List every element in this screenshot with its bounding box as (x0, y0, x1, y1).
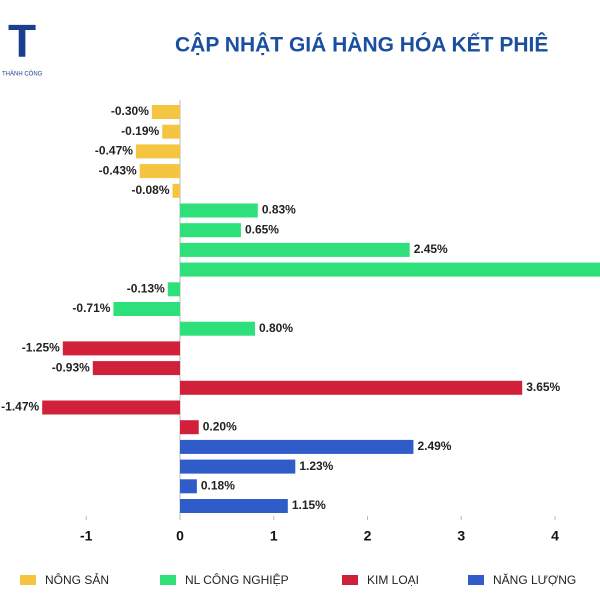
value-label: 3.65% (526, 380, 560, 394)
value-label: -0.43% (99, 163, 137, 177)
x-tick-label: 1 (270, 528, 278, 544)
value-label: -0.13% (127, 281, 165, 295)
bar (172, 183, 180, 198)
bar (180, 380, 523, 395)
logo-letter: T (8, 15, 36, 67)
value-label: -0.47% (95, 144, 133, 158)
value-label: 2.49% (417, 439, 451, 453)
bar (180, 262, 600, 277)
bar (180, 479, 197, 494)
bar (42, 400, 180, 415)
legend-label: KIM LOẠI (367, 573, 419, 587)
x-tick-label: -1 (80, 528, 93, 544)
legend-label: NÔNG SẢN (45, 572, 109, 587)
bar (62, 341, 180, 356)
legend-label: NL CÔNG NGHIỆP (185, 572, 289, 587)
bar (139, 164, 180, 179)
value-label: 1.15% (292, 498, 326, 512)
legend-label: NĂNG LƯỢNG (493, 572, 576, 587)
value-label: -0.19% (121, 124, 159, 138)
value-label: -1.47% (1, 400, 39, 414)
value-label: 0.80% (259, 321, 293, 335)
bar (180, 420, 199, 435)
value-label: 1.23% (299, 459, 333, 473)
x-tick-label: 3 (457, 528, 465, 544)
value-label: 0.65% (245, 222, 279, 236)
value-label: 0.18% (201, 478, 235, 492)
bar (151, 105, 180, 119)
value-label: -0.30% (111, 104, 149, 118)
value-label: 0.83% (262, 203, 296, 217)
value-label: 0.20% (203, 419, 237, 433)
chart-title: CẬP NHẬT GIÁ HÀNG HÓA KẾT PHIÊ (175, 33, 548, 57)
legend-swatch (160, 575, 176, 585)
value-label: -0.08% (131, 183, 169, 197)
bar (180, 499, 288, 513)
logo-tagline: THÀNH CÔNG (2, 71, 43, 78)
bar (180, 223, 241, 238)
value-label: -1.25% (22, 341, 60, 355)
x-tick-label: 4 (551, 528, 559, 544)
bar (113, 302, 180, 316)
legend-swatch (20, 575, 36, 585)
value-label: -0.93% (52, 360, 90, 374)
bar (92, 361, 180, 376)
bar (180, 459, 296, 474)
x-tick-label: 0 (176, 528, 184, 544)
bar (135, 144, 180, 159)
bar (180, 242, 410, 257)
bar (162, 124, 180, 139)
bar (180, 321, 255, 336)
legend-swatch (468, 575, 484, 585)
bar (180, 439, 414, 454)
value-label: -0.71% (72, 301, 110, 315)
bar (180, 203, 258, 218)
x-tick-label: 2 (364, 528, 372, 544)
bar (167, 282, 180, 297)
value-label: 2.45% (414, 242, 448, 256)
legend-swatch (342, 575, 358, 585)
